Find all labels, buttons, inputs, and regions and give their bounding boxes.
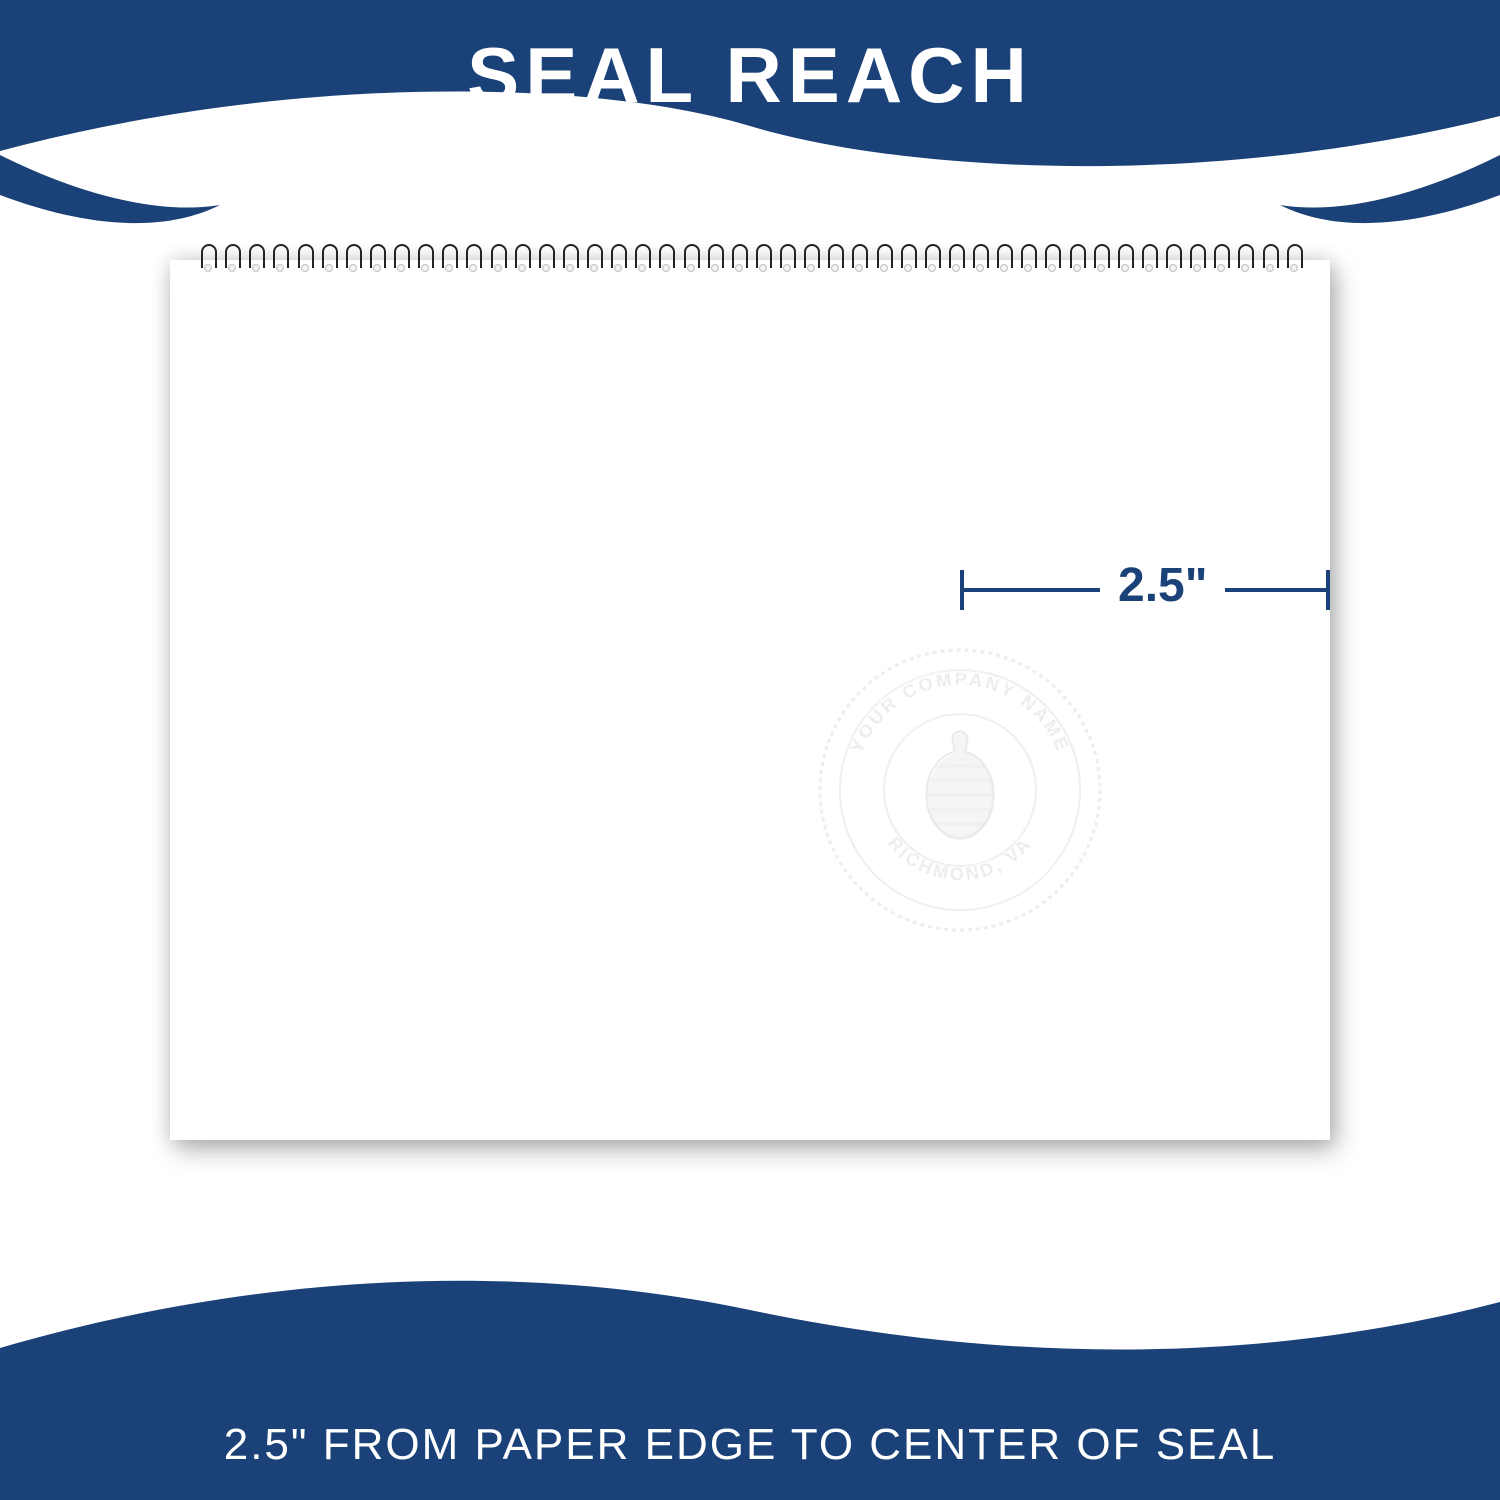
header-wave xyxy=(0,71,1500,191)
spiral-binding xyxy=(200,242,1300,278)
embossed-seal: YOUR COMPANY NAME RICHMOND, VA xyxy=(810,640,1110,940)
header-band: SEAL REACH xyxy=(0,0,1500,190)
footer-wave xyxy=(0,1230,1500,1390)
measure-cap-right xyxy=(1326,570,1330,610)
svg-text:RICHMOND, VA: RICHMOND, VA xyxy=(884,833,1036,884)
seal-top-text: YOUR COMPANY NAME xyxy=(846,669,1073,756)
content-area: 2.5" xyxy=(0,190,1500,1360)
measure-label: 2.5" xyxy=(1100,558,1225,613)
seal-bottom-text: RICHMOND, VA xyxy=(884,833,1036,884)
footer: 2.5" FROM PAPER EDGE TO CENTER OF SEAL xyxy=(0,1320,1500,1500)
footer-band: 2.5" FROM PAPER EDGE TO CENTER OF SEAL xyxy=(0,1390,1500,1500)
notebook: 2.5" xyxy=(170,260,1330,1140)
top-swoosh-left xyxy=(0,155,220,275)
top-swoosh-right xyxy=(1280,155,1500,275)
svg-text:YOUR COMPANY NAME: YOUR COMPANY NAME xyxy=(846,669,1073,756)
measurement-indicator: 2.5" xyxy=(960,560,1330,620)
footer-text: 2.5" FROM PAPER EDGE TO CENTER OF SEAL xyxy=(224,1420,1277,1470)
